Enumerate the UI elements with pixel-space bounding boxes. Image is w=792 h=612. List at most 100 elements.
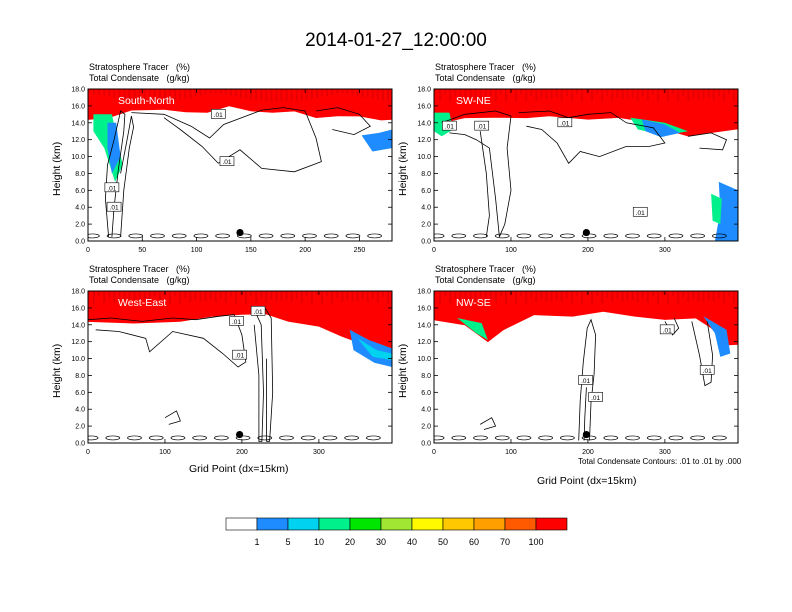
tracer-streak <box>469 291 472 302</box>
tracer-streak <box>616 89 619 98</box>
tracer-streak <box>133 89 136 101</box>
contour-label: .01 <box>254 309 263 316</box>
tracer-streak <box>189 291 192 303</box>
contour-label-box <box>699 365 715 375</box>
y-tick-label: 14.0 <box>71 322 85 329</box>
tracer-streak <box>449 89 452 102</box>
surface-contour <box>322 435 338 441</box>
tracer-streak <box>143 291 146 299</box>
tracer-streak <box>656 89 659 102</box>
surface-contour <box>235 435 251 441</box>
x-tick-label: 300 <box>659 449 671 456</box>
surface-contour <box>148 435 164 441</box>
surface-contour <box>258 233 274 239</box>
tracer-streak <box>270 89 273 102</box>
surface-contour <box>367 233 382 239</box>
tracer-streak <box>651 89 654 95</box>
tracer-streak <box>692 89 695 98</box>
tracer-streak <box>108 89 111 97</box>
tracer-blob <box>107 122 121 174</box>
tracer-streak <box>326 89 329 97</box>
tracer-streak <box>103 291 106 304</box>
panel3-xlabel: Grid Point (dx=15km) <box>189 463 289 475</box>
tracer-streak <box>336 89 339 94</box>
x-tick-label: 200 <box>236 449 248 456</box>
tracer-streak <box>606 89 609 96</box>
tracer-streak <box>707 291 710 301</box>
tracer-streak <box>499 291 502 297</box>
x-tick-label: 100 <box>159 449 171 456</box>
y-tick-label: 2.0 <box>421 222 431 229</box>
legend-swatch <box>411 517 444 531</box>
tracer-streak <box>381 291 384 297</box>
surface-contour <box>516 435 532 441</box>
tracer-streak <box>331 291 334 304</box>
panel-field: .01 .01 .01 .01 NW-SE <box>434 291 738 443</box>
contour-label: .01 <box>581 378 590 385</box>
tracer-streak <box>530 89 533 97</box>
y-tick-label: 8.0 <box>421 171 431 178</box>
tracer-streak <box>717 291 720 299</box>
surface-contour <box>494 435 510 441</box>
tracer-streak <box>722 89 725 102</box>
tracer-streak <box>484 291 487 303</box>
y-tick-label: 4.0 <box>75 205 85 212</box>
y-tick-label: 2.0 <box>75 424 85 431</box>
tracer-streak <box>184 89 187 99</box>
tracer-streak <box>128 89 131 101</box>
tracer-streak <box>494 89 497 102</box>
contour-label-box <box>232 349 247 360</box>
tracer-streak <box>189 89 192 98</box>
tracer-streak <box>108 291 111 299</box>
contour-label: .01 <box>445 124 454 131</box>
tracer-streak <box>229 89 232 96</box>
contour-label: .01 <box>110 205 119 212</box>
tracer-streak <box>565 89 568 97</box>
tracer-streak <box>439 291 442 304</box>
tracer-streak <box>219 291 222 299</box>
tracer-streak <box>717 89 720 97</box>
condensate-contour <box>264 307 274 442</box>
surface-contour <box>323 233 339 239</box>
tracer-streak <box>672 291 675 297</box>
tracer-streak <box>697 291 700 302</box>
y-tick-label: 10.0 <box>417 356 431 363</box>
tracer-streak <box>687 291 690 303</box>
tracer-streak <box>184 291 187 299</box>
surface-contour <box>646 233 662 239</box>
tracer-streak <box>575 291 578 297</box>
tracer-streak <box>93 291 96 304</box>
y-tick-label: 18.0 <box>417 87 431 94</box>
legend-label: 50 <box>438 537 448 547</box>
tracer-streak <box>504 291 507 304</box>
tracer-streak <box>727 291 730 297</box>
tracer-streak <box>570 291 573 304</box>
legend-label: 10 <box>314 537 324 547</box>
tracer-streak <box>326 291 329 297</box>
tracer-streak <box>591 89 594 102</box>
tracer-streak <box>550 89 553 100</box>
tracer-streak <box>444 291 447 297</box>
tracer-streak <box>224 291 227 304</box>
contour-label-box <box>104 182 120 193</box>
tracer-streak <box>540 89 543 98</box>
legend-label: 1 <box>254 537 259 547</box>
surface-contour <box>690 233 705 239</box>
tracer-streak <box>621 89 624 100</box>
tracer-streak <box>204 291 207 302</box>
location-marker <box>236 228 244 237</box>
surface-contour <box>215 233 230 239</box>
tracer-streak <box>336 291 339 298</box>
region-label: SW-NE <box>456 95 491 107</box>
tracer-streak <box>616 291 619 300</box>
y-tick-label: 12.0 <box>71 339 85 346</box>
tracer-streak <box>586 291 588 295</box>
legend-label: 5 <box>285 537 290 547</box>
tracer-streak <box>677 89 680 102</box>
tracer-streak <box>275 89 278 102</box>
color-legend: 1 5 10 20 30 40 50 60 70 100 <box>225 517 568 547</box>
tracer-streak <box>300 89 303 101</box>
tracer-streak <box>174 291 177 297</box>
tracer-streak <box>341 291 344 303</box>
plot-frame <box>433 290 739 444</box>
